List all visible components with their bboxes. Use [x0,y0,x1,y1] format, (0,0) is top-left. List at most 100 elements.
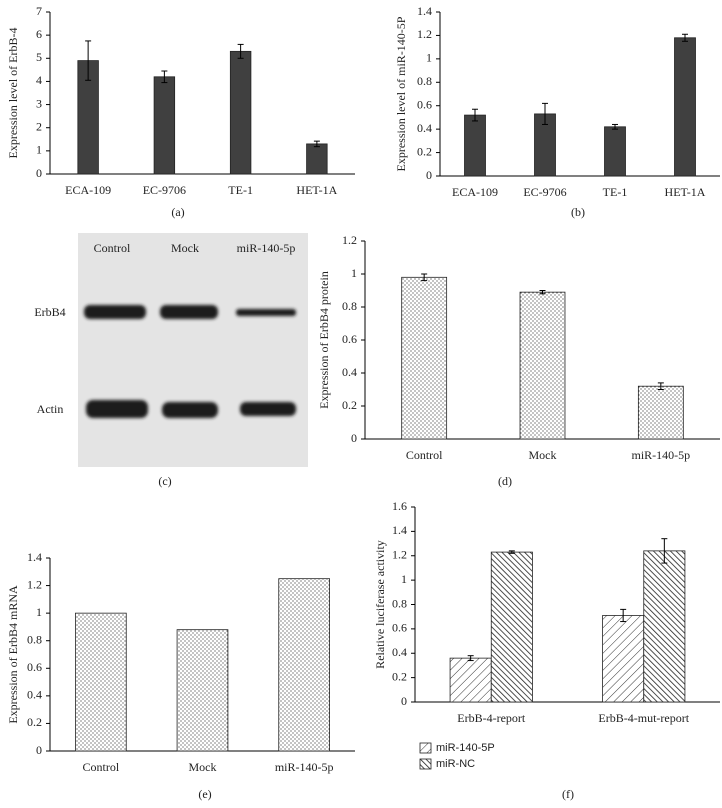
caption: (e) [198,787,211,801]
y-tick-label: 0.4 [392,645,407,659]
legend-swatch [419,742,432,754]
caption: (b) [571,205,585,219]
bar [449,657,492,703]
y-tick-label: 0 [36,166,42,180]
y-tick-label: 1.2 [392,548,407,562]
y-tick-label: 0 [36,743,42,757]
error-bar [161,70,168,84]
y-tick-label: 1.4 [27,550,42,564]
y-tick-label: 0.2 [342,398,357,412]
error-bar [467,655,474,662]
blot-image [78,233,308,467]
y-tick-label: 0.8 [27,632,42,646]
y-tick-label: 0.6 [27,660,42,674]
error-bar [612,123,618,130]
x-tick-label: Control [406,448,443,462]
caption: (a) [171,205,184,219]
y-axis-label: Expression of ErbB4 mRNA [6,585,20,724]
caption: (c) [158,474,171,488]
y-tick-label: 0.8 [417,74,432,88]
y-tick-label: 0.8 [342,299,357,313]
bar [602,615,645,703]
x-tick-label: ErbB-4-mut-report [598,711,689,725]
caption: (f) [562,787,574,801]
x-tick-label: Mock [189,760,217,774]
bar [604,126,626,177]
y-tick-label: 0.4 [342,365,357,379]
x-tick-label: miR-140-5p [275,760,334,774]
bar [306,143,328,175]
x-tick-label: EC-9706 [523,185,566,199]
y-tick-label: 1 [351,266,357,280]
y-axis-label: Relative luciferase activity [373,540,387,669]
x-tick-label: ECA-109 [65,183,111,197]
y-axis-label: Expression of ErbB4 protein [317,271,331,409]
error-bar [657,382,664,390]
y-tick-label: 0 [351,431,357,445]
x-tick-label: HET-1A [296,183,337,197]
lane-label: Mock [171,241,199,255]
error-bar [539,290,546,295]
lane-label: Control [94,241,131,255]
x-tick-label: EC-9706 [143,183,186,197]
x-tick-label: TE-1 [603,185,628,199]
y-tick-label: 3 [36,96,42,110]
bar [490,551,533,703]
caption: (d) [498,474,512,488]
y-tick-label: 1 [426,51,432,65]
x-tick-label: ErbB-4-report [457,711,526,725]
y-tick-label: 1 [401,572,407,586]
error-bar [682,33,688,42]
legend-label: miR-140-5P [436,742,495,754]
legend-label: miR-NC [436,758,475,770]
y-tick-label: 0.2 [392,669,407,683]
bar [643,550,686,703]
y-tick-label: 0.2 [27,715,42,729]
bar [229,50,252,175]
bar [153,76,176,175]
y-tick-label: 0 [426,168,432,182]
error-bar [542,102,548,125]
row-label: ErbB4 [34,305,65,319]
y-tick-label: 4 [36,73,42,87]
bar [637,385,684,440]
x-tick-label: miR-140-5p [631,448,690,462]
x-tick-label: HET-1A [665,185,706,199]
y-tick-label: 1.4 [392,523,407,537]
x-tick-label: TE-1 [228,183,253,197]
y-tick-label: 1.6 [392,499,407,513]
bar [674,37,696,177]
y-axis-label: Expression level of miR-140-5P [394,16,408,171]
y-tick-label: 5 [36,50,42,64]
y-axis-label: Expression level of ErbB-4 [6,28,20,159]
y-tick-label: 1.2 [27,577,42,591]
bar [464,114,486,177]
x-tick-label: Mock [529,448,557,462]
y-tick-label: 1.4 [417,4,432,18]
error-bar [237,43,244,59]
error-bar [472,108,478,122]
y-tick-label: 1.2 [417,27,432,41]
y-tick-label: 0.8 [392,596,407,610]
error-bar [421,273,428,282]
bar [75,612,127,752]
row-label: Actin [37,402,64,416]
y-tick-label: 0.6 [417,97,432,111]
error-bar [508,550,515,554]
error-bar [85,40,92,81]
y-tick-label: 1 [36,605,42,619]
y-tick-label: 1 [36,143,42,157]
error-bar [661,538,668,564]
y-tick-label: 7 [36,4,42,18]
bar [401,276,448,440]
bar [176,629,229,752]
error-bar [313,140,320,148]
y-tick-label: 0 [401,694,407,708]
lane-label: miR-140-5p [237,241,296,255]
bar [519,291,566,440]
y-tick-label: 0.4 [27,688,42,702]
error-bar [620,608,627,623]
y-tick-label: 0.4 [417,121,432,135]
bar [278,578,330,752]
